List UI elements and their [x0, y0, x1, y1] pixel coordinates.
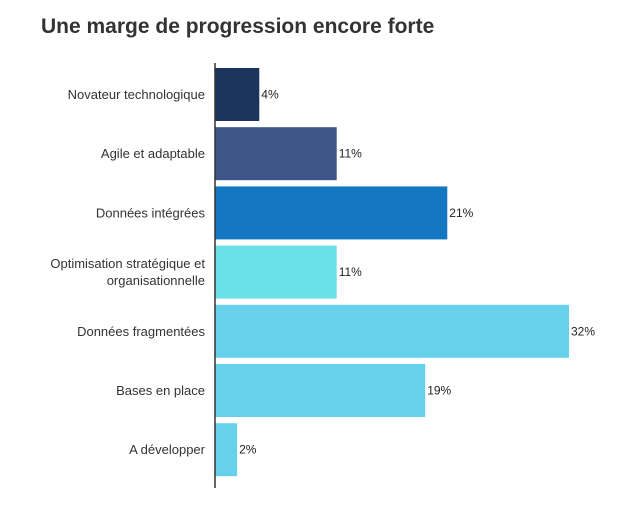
data-label: 11%	[339, 147, 362, 161]
chart-title: Une marge de progression encore forte	[41, 15, 435, 38]
bar	[215, 127, 337, 181]
bar	[215, 423, 238, 477]
data-label: 21%	[449, 206, 473, 220]
bar	[215, 68, 260, 121]
category-label: Données intégrées	[96, 205, 206, 220]
data-label: 11%	[339, 265, 362, 279]
bar	[215, 186, 448, 240]
category-label: A développer	[129, 442, 206, 457]
category-label: Agile et adaptable	[101, 146, 205, 161]
bar	[215, 364, 426, 417]
bar	[215, 245, 337, 299]
category-label: Bases en place	[116, 383, 205, 398]
data-label: 32%	[571, 324, 595, 338]
data-label: 2%	[239, 443, 257, 457]
category-label: Optimisation stratégique et organisationn…	[50, 256, 205, 288]
data-label: 4%	[261, 88, 279, 102]
data-label: 19%	[427, 384, 451, 398]
category-label: Novateur technologique	[68, 87, 205, 102]
category-label: Données fragmentées	[77, 324, 205, 339]
bar	[215, 304, 569, 358]
